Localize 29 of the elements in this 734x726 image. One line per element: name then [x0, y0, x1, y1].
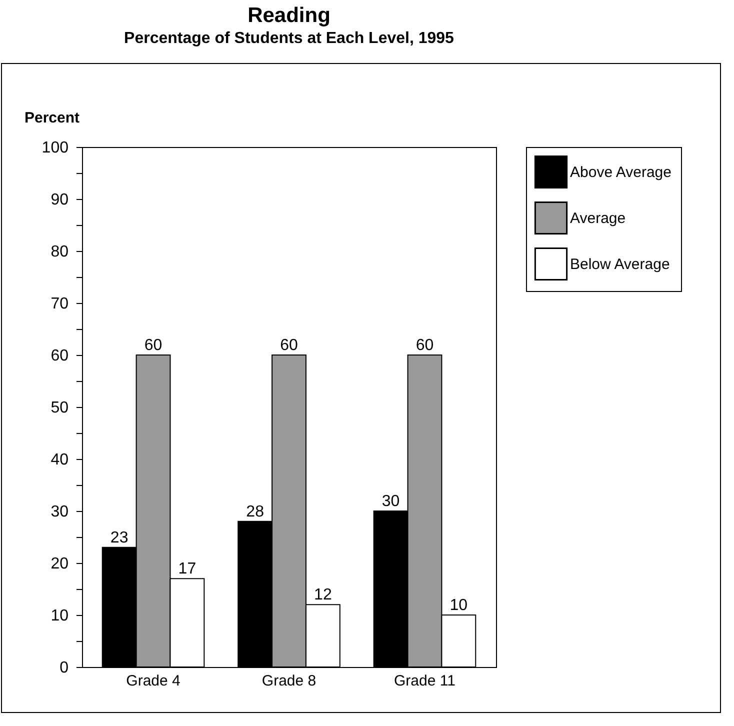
y-tick-label: 0	[60, 660, 69, 676]
legend-label: Below Average	[570, 256, 670, 273]
y-tick-label: 80	[50, 244, 69, 260]
x-tick-label: Grade 4	[126, 672, 180, 690]
data-label: 60	[144, 337, 162, 354]
y-tick-label: 30	[50, 504, 69, 520]
chart-title: Reading	[248, 4, 330, 27]
y-tick-label: 90	[50, 192, 69, 208]
legend-label: Above Average	[570, 164, 672, 181]
data-label: 10	[450, 597, 468, 614]
chart-subtitle: Percentage of Students at Each Level, 1995	[124, 30, 454, 47]
y-tick-label: 50	[50, 400, 69, 416]
data-label: 23	[110, 529, 128, 546]
data-label: 28	[246, 503, 264, 520]
y-tick-label: 20	[50, 556, 69, 572]
y-tick-label: 40	[50, 452, 69, 468]
data-label: 12	[314, 586, 332, 604]
data-label: 17	[178, 560, 196, 578]
y-tick-label: 100	[42, 140, 69, 156]
legend-label: Average	[570, 210, 626, 227]
y-axis-title: Percent	[24, 110, 80, 126]
x-tick-label: Grade 11	[394, 672, 456, 690]
x-tick-label: Grade 8	[262, 672, 316, 690]
y-tick-label: 60	[50, 348, 69, 364]
y-tick-label: 70	[50, 296, 69, 312]
data-label: 30	[382, 493, 400, 510]
y-tick-label: 10	[50, 608, 69, 624]
data-label: 60	[416, 337, 434, 354]
data-label: 60	[280, 337, 298, 354]
